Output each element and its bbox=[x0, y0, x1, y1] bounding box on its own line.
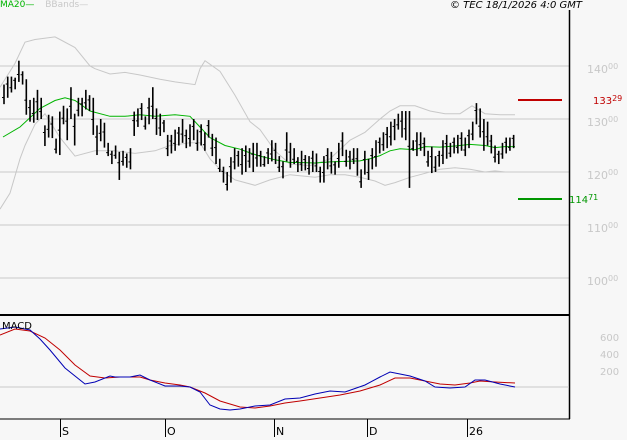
macd-tick-label: 400 bbox=[600, 350, 620, 361]
chart-frame bbox=[0, 10, 571, 420]
x-axis-ticks bbox=[60, 419, 468, 437]
price-gridlines bbox=[0, 65, 569, 279]
ma20-line bbox=[2, 97, 515, 164]
ohlc-bars bbox=[2, 60, 515, 191]
price-tick-label: 14000 bbox=[587, 62, 619, 76]
price-tick-label: 10000 bbox=[587, 274, 619, 288]
x-tick-label: 26 bbox=[469, 425, 483, 438]
x-tick-label: N bbox=[276, 425, 285, 438]
macd-tick-label: 600 bbox=[600, 333, 620, 344]
legend-bbands: BBands— bbox=[45, 0, 89, 10]
price-tick-label: 13000 bbox=[587, 115, 619, 129]
legend: MA20— BBands— bbox=[0, 0, 88, 11]
price-tick-label: 12000 bbox=[587, 168, 619, 182]
copyright-timestamp: © TEC 18/1/2026 4:0 GMT bbox=[450, 0, 582, 11]
support-label: 11471 bbox=[569, 193, 599, 206]
price-tick-label: 11000 bbox=[587, 221, 619, 235]
macd-tick-label: 200 bbox=[600, 367, 620, 378]
x-tick-label: O bbox=[167, 425, 176, 438]
legend-ma20: MA20— bbox=[0, 0, 35, 10]
reference-lines bbox=[518, 99, 562, 200]
x-tick-label: D bbox=[369, 425, 378, 438]
resistance-label: 13329 bbox=[593, 94, 623, 107]
x-tick-label: S bbox=[62, 425, 69, 438]
macd-label: MACD bbox=[2, 321, 32, 332]
bollinger-bands bbox=[0, 36, 515, 210]
macd-lines bbox=[0, 326, 516, 411]
